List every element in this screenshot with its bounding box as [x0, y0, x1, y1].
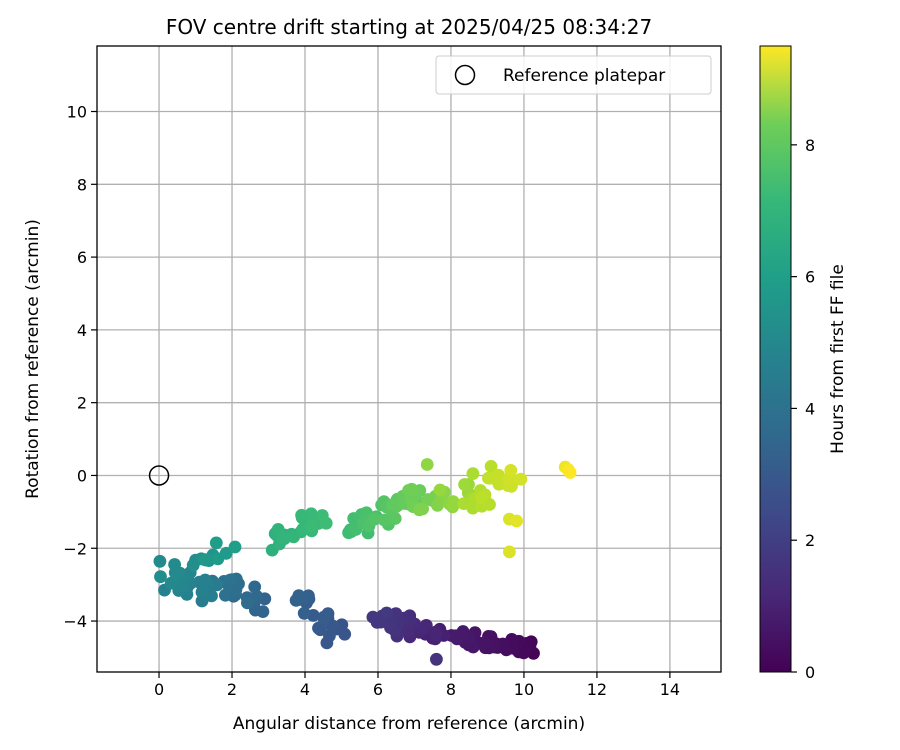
- y-tick-label: 0: [77, 466, 87, 485]
- x-tick-label: 12: [587, 680, 607, 699]
- data-point: [297, 606, 311, 620]
- legend: Reference platepar: [435, 55, 712, 95]
- x-tick-label: 10: [514, 680, 534, 699]
- x-tick-label: 0: [154, 680, 164, 699]
- colorbar-tick-label: 6: [805, 268, 815, 287]
- data-point: [503, 545, 516, 559]
- axis-ticks: 0 2 4 6 8 10 12 14 −4 −2 0 2 4 6 8 10: [63, 103, 680, 699]
- data-point: [492, 468, 505, 482]
- colorbar: [759, 45, 792, 673]
- data-point: [466, 467, 480, 480]
- data-point: [458, 478, 471, 491]
- data-point: [377, 513, 391, 527]
- y-tick-label: 2: [77, 394, 87, 413]
- data-point: [388, 512, 402, 525]
- data-point: [153, 554, 167, 568]
- colorbar-label: Hours from first FF file: [828, 264, 848, 454]
- data-point: [223, 573, 237, 587]
- data-point: [433, 483, 447, 497]
- data-point: [475, 491, 489, 505]
- y-tick-label: 10: [67, 103, 87, 122]
- colorbar-tick-label: 4: [805, 399, 815, 418]
- data-point: [295, 508, 308, 522]
- reference-marker: [148, 465, 170, 486]
- grid-lines: [97, 46, 721, 672]
- data-point: [171, 568, 185, 581]
- data-point: [430, 652, 443, 666]
- data-point: [484, 460, 498, 473]
- data-point: [420, 458, 434, 471]
- legend-entry: Reference platepar: [503, 66, 665, 86]
- x-axis-label: Angular distance from reference (arcmin): [233, 714, 585, 734]
- data-point: [450, 632, 464, 646]
- data-point: [447, 498, 460, 512]
- data-point: [276, 531, 289, 544]
- data-point: [198, 553, 212, 567]
- y-tick-label: 4: [77, 321, 87, 340]
- data-point: [248, 580, 262, 594]
- data-point: [209, 536, 223, 550]
- y-tick-label: 8: [77, 175, 87, 194]
- data-point: [228, 540, 242, 554]
- data-point: [368, 512, 381, 526]
- data-point: [195, 585, 209, 599]
- data-point: [287, 530, 300, 544]
- data-point: [211, 552, 225, 566]
- data-point: [198, 573, 212, 587]
- data-point: [380, 606, 393, 620]
- colorbar-tick-label: 8: [805, 136, 815, 155]
- y-tick-label: −2: [63, 539, 87, 558]
- y-tick-label: 6: [77, 248, 87, 267]
- data-point: [429, 628, 443, 642]
- y-tick-label: −4: [63, 612, 87, 631]
- data-point: [323, 629, 336, 643]
- data-point: [256, 605, 270, 618]
- data-point: [295, 592, 309, 605]
- data-point: [154, 570, 167, 584]
- x-tick-label: 6: [373, 680, 383, 699]
- chart-title: FOV centre drift starting at 2025/04/25 …: [166, 15, 652, 39]
- data-point: [366, 610, 380, 624]
- data-point: [305, 519, 319, 532]
- legend-box: [435, 55, 712, 95]
- data-point: [241, 596, 254, 610]
- data-point: [304, 507, 318, 521]
- data-point: [416, 502, 429, 516]
- data-point: [405, 482, 419, 496]
- data-points: [153, 458, 577, 666]
- colorbar-tick-label: 0: [805, 663, 815, 682]
- x-tick-label: 4: [300, 680, 310, 699]
- y-axis-label: Rotation from reference (arcmin): [23, 219, 43, 499]
- x-tick-label: 14: [660, 680, 680, 699]
- plot-frame: [96, 45, 722, 673]
- legend-marker: [454, 64, 476, 86]
- colorbar-ticks: 0 2 4 6 8: [791, 136, 815, 682]
- data-point: [319, 516, 333, 530]
- x-tick-label: 2: [227, 680, 237, 699]
- data-point: [219, 588, 232, 602]
- data-point: [563, 466, 577, 479]
- x-tick-label: 8: [446, 680, 456, 699]
- data-point: [504, 464, 518, 477]
- data-point: [514, 472, 528, 486]
- data-point: [168, 558, 182, 571]
- colorbar-tick-label: 2: [805, 531, 815, 550]
- data-point: [317, 610, 331, 624]
- data-point: [510, 514, 523, 528]
